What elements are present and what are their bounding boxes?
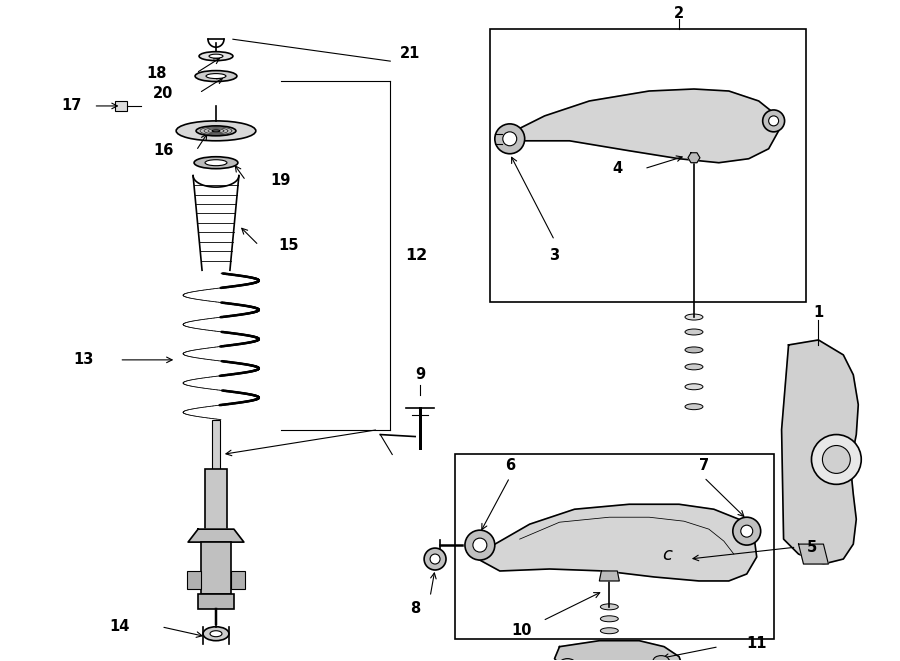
- Ellipse shape: [424, 548, 446, 570]
- Bar: [198, 594, 234, 609]
- Polygon shape: [688, 153, 700, 163]
- Text: 6: 6: [505, 458, 515, 473]
- Text: 15: 15: [279, 238, 299, 253]
- Ellipse shape: [653, 656, 669, 661]
- Ellipse shape: [495, 124, 525, 154]
- Ellipse shape: [176, 121, 256, 141]
- Text: 19: 19: [271, 173, 291, 188]
- Ellipse shape: [560, 658, 575, 661]
- Polygon shape: [188, 529, 244, 542]
- Polygon shape: [554, 641, 684, 661]
- Bar: [231, 571, 245, 589]
- Text: c: c: [662, 546, 672, 564]
- Text: 13: 13: [74, 352, 94, 368]
- Ellipse shape: [206, 73, 226, 79]
- Ellipse shape: [741, 525, 752, 537]
- Polygon shape: [505, 89, 778, 163]
- FancyBboxPatch shape: [115, 101, 128, 111]
- Text: 4: 4: [612, 161, 623, 176]
- Text: 14: 14: [109, 619, 130, 635]
- Ellipse shape: [199, 52, 233, 61]
- Text: 3: 3: [550, 248, 560, 263]
- Polygon shape: [478, 504, 757, 581]
- Ellipse shape: [600, 616, 618, 622]
- Ellipse shape: [209, 54, 223, 58]
- Ellipse shape: [194, 157, 238, 169]
- Ellipse shape: [203, 627, 229, 641]
- Ellipse shape: [212, 130, 220, 132]
- Bar: [201, 542, 231, 594]
- Ellipse shape: [733, 517, 760, 545]
- Ellipse shape: [812, 434, 861, 485]
- Text: 17: 17: [61, 98, 82, 114]
- Text: 8: 8: [410, 602, 420, 616]
- Ellipse shape: [823, 446, 850, 473]
- Ellipse shape: [210, 631, 222, 637]
- Ellipse shape: [685, 384, 703, 390]
- Bar: [490, 29, 806, 302]
- Ellipse shape: [769, 116, 778, 126]
- Ellipse shape: [685, 364, 703, 370]
- Ellipse shape: [465, 530, 495, 560]
- Text: 1: 1: [814, 305, 824, 319]
- Text: 9: 9: [415, 368, 425, 382]
- Ellipse shape: [762, 110, 785, 132]
- Ellipse shape: [472, 538, 487, 552]
- Ellipse shape: [205, 160, 227, 166]
- Text: 12: 12: [405, 248, 428, 263]
- Ellipse shape: [503, 132, 517, 146]
- Ellipse shape: [430, 554, 440, 564]
- Ellipse shape: [685, 347, 703, 353]
- Ellipse shape: [196, 126, 236, 136]
- Ellipse shape: [195, 71, 237, 81]
- Text: 7: 7: [699, 458, 709, 473]
- Ellipse shape: [685, 404, 703, 410]
- Text: 11: 11: [747, 636, 767, 651]
- Bar: [187, 571, 201, 589]
- Text: 2: 2: [674, 6, 684, 21]
- Ellipse shape: [685, 314, 703, 320]
- Polygon shape: [599, 571, 619, 581]
- Text: 20: 20: [153, 85, 174, 100]
- Text: 16: 16: [153, 143, 174, 158]
- Text: 10: 10: [511, 623, 532, 639]
- Ellipse shape: [600, 628, 618, 634]
- Bar: [212, 420, 220, 469]
- Ellipse shape: [600, 604, 618, 610]
- Text: 5: 5: [806, 539, 816, 555]
- Ellipse shape: [685, 329, 703, 335]
- Bar: [205, 469, 227, 534]
- Text: 21: 21: [400, 46, 420, 61]
- Bar: [455, 455, 774, 639]
- Text: 18: 18: [146, 65, 166, 81]
- Polygon shape: [798, 544, 828, 564]
- Polygon shape: [781, 340, 859, 564]
